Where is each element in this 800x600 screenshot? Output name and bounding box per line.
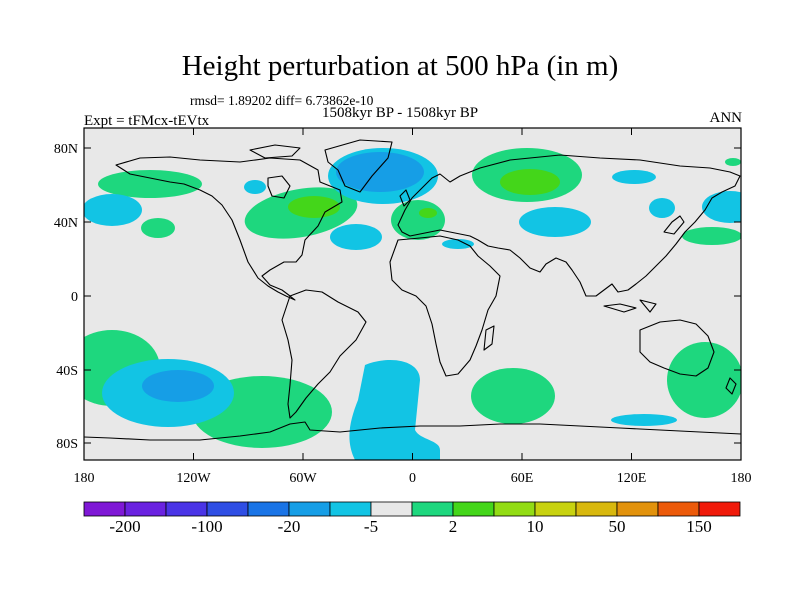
colorbar xyxy=(83,501,741,517)
colorbar-swatch xyxy=(452,501,495,517)
season-label: ANN xyxy=(709,110,743,126)
colorbar-swatch xyxy=(616,501,659,517)
lat-tick-label: 40S xyxy=(56,364,78,379)
coast-canadian-islands xyxy=(249,144,301,159)
neg-region-alaska xyxy=(244,180,266,194)
colorbar-label: -5 xyxy=(364,517,378,536)
colorbar-label: 2 xyxy=(449,517,458,536)
colorbar-label: -100 xyxy=(191,517,222,536)
coast-antarctica xyxy=(84,421,741,441)
pos-region-north-pacific xyxy=(98,170,202,198)
coast-australia xyxy=(639,319,715,377)
neg-region-east-asia xyxy=(612,170,656,184)
coast-british-isles xyxy=(399,189,411,207)
coast-madagascar xyxy=(483,325,495,351)
mid-pos-north-america xyxy=(288,196,340,218)
chart-title: Height perturbation at 500 hPa (in m) xyxy=(181,50,619,82)
lon-tick-label: 120E xyxy=(617,471,647,486)
mid-positive-regions xyxy=(288,169,560,218)
pos-region-south-indian xyxy=(471,368,555,424)
neg-region-mediterranean xyxy=(442,239,474,249)
coast-greenland xyxy=(324,139,393,193)
mid-pos-siberia xyxy=(500,169,560,195)
lon-tick-label: 60E xyxy=(511,471,534,486)
lat-axis: 80N 40N 0 40S 80S xyxy=(54,142,741,452)
coast-south-america xyxy=(281,289,367,419)
lon-tick-label: 0 xyxy=(409,471,416,486)
colorbar-swatch xyxy=(124,501,167,517)
colorbar-swatch xyxy=(698,501,741,517)
lon-tick-label: 60W xyxy=(289,471,317,486)
lat-tick-label: 80N xyxy=(54,142,78,157)
colorbar-swatch xyxy=(247,501,290,517)
lon-axis: 180 120W 60W 0 60E 120E 180 xyxy=(74,128,752,486)
colorbar-label: 150 xyxy=(686,517,712,536)
neg-region-north-pacific-east xyxy=(84,194,142,226)
positive-anomaly-regions xyxy=(84,148,741,448)
experiment-label: Expt = tFMcx-tEVtx xyxy=(84,113,210,129)
coastlines xyxy=(84,139,741,441)
stats-line: rmsd= 1.89202 diff= 6.73862e-10 xyxy=(190,93,374,108)
mid-negative-regions xyxy=(142,152,424,402)
neg-region-north-pacific-west xyxy=(649,198,675,218)
colorbar-label: 10 xyxy=(527,517,544,536)
colorbar-labels: -200 -100 -20 -5 2 10 50 150 xyxy=(109,517,711,536)
coast-hudson-bay xyxy=(267,175,291,199)
colorbar-swatch xyxy=(288,501,331,517)
lat-tick-label: 0 xyxy=(71,290,78,305)
anomaly-field xyxy=(84,139,741,460)
colorbar-swatch xyxy=(206,501,249,517)
neg-region-central-asia xyxy=(519,207,591,237)
mid-neg-greenland xyxy=(336,152,424,192)
neg-region-south-indian-east xyxy=(611,414,677,426)
colorbar-swatch xyxy=(657,501,700,517)
period-label: 1508kyr BP - 1508kyr BP xyxy=(322,105,479,121)
pos-region-bering xyxy=(725,158,741,166)
colorbar-swatch xyxy=(370,501,413,517)
colorbar-swatch xyxy=(575,501,618,517)
coast-indonesia xyxy=(603,299,657,313)
colorbar-swatch xyxy=(493,501,536,517)
lon-tick-label: 180 xyxy=(731,471,752,486)
coast-japan xyxy=(663,215,685,235)
neg-region-date-line xyxy=(702,191,741,223)
colorbar-swatch xyxy=(411,501,454,517)
mid-pos-europe xyxy=(419,208,437,218)
neg-region-south-atlantic xyxy=(349,360,440,460)
pos-region-pacific-small xyxy=(141,218,175,238)
lon-tick-label: 180 xyxy=(74,471,95,486)
colorbar-swatch xyxy=(329,501,372,517)
colorbar-swatch xyxy=(534,501,577,517)
lat-tick-label: 40N xyxy=(54,216,78,231)
coast-africa xyxy=(389,235,501,377)
coast-north-america xyxy=(115,156,343,301)
colorbar-label: -20 xyxy=(278,517,301,536)
colorbar-swatch xyxy=(165,501,208,517)
colorbar-swatch xyxy=(83,501,126,517)
neg-region-atlantic xyxy=(330,224,382,250)
negative-anomaly-regions xyxy=(84,148,741,460)
colorbar-label: 50 xyxy=(609,517,626,536)
mid-neg-south-pacific xyxy=(142,370,214,402)
coast-new-zealand xyxy=(725,377,737,395)
colorbar-label: -200 xyxy=(109,517,140,536)
coast-eurasia xyxy=(397,154,741,297)
pos-region-west-pacific xyxy=(682,227,741,245)
lat-tick-label: 80S xyxy=(56,437,78,452)
pos-region-australia-south xyxy=(667,342,741,418)
lon-tick-label: 120W xyxy=(176,471,211,486)
